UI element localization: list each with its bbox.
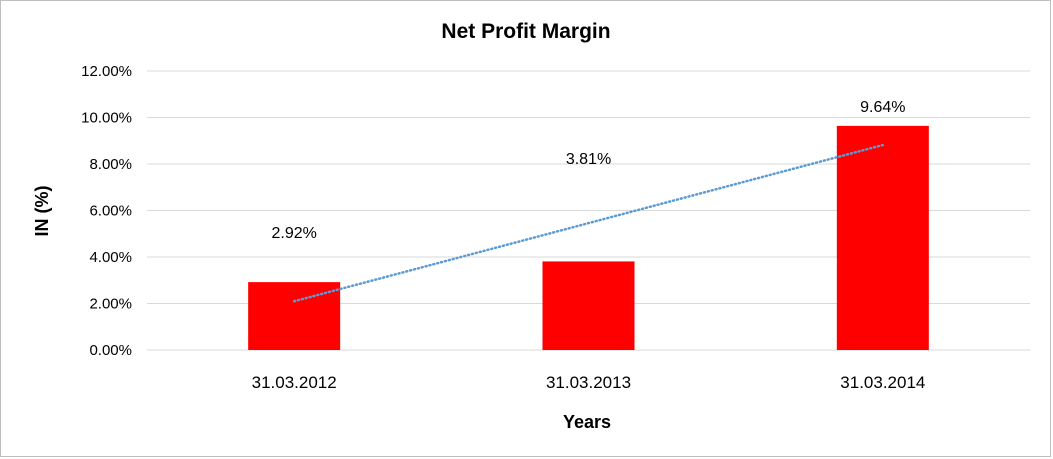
- x-tick-label: 31.03.2012: [252, 373, 337, 392]
- data-labels: 2.92% 3.81% 9.64%: [271, 99, 905, 242]
- data-label: 9.64%: [860, 99, 905, 116]
- y-tick-label: 6.00%: [89, 203, 132, 220]
- trendline-group: [292, 143, 885, 303]
- y-tick-label: 0.00%: [89, 342, 132, 359]
- trendline: [292, 143, 885, 303]
- chart-title: Net Profit Margin: [441, 20, 610, 43]
- bar: [836, 125, 929, 351]
- x-axis-title: Years: [563, 412, 611, 432]
- data-label: 2.92%: [271, 225, 316, 242]
- y-tick-label: 8.00%: [89, 156, 132, 173]
- y-tick-label: 12.00%: [81, 63, 132, 80]
- y-tick-label: 2.00%: [89, 296, 132, 313]
- y-tick-label: 4.00%: [89, 249, 132, 266]
- y-axis-ticks: 0.00% 2.00% 4.00% 6.00% 8.00% 10.00% 12.00%: [81, 63, 132, 359]
- x-tick-label: 31.03.2013: [546, 373, 631, 392]
- y-tick-label: 10.00%: [81, 110, 132, 127]
- data-label: 3.81%: [566, 151, 611, 168]
- bar: [542, 261, 635, 350]
- y-axis-title: IN (%): [32, 186, 52, 237]
- x-tick-label: 31.03.2014: [840, 373, 925, 392]
- x-axis-ticks: 31.03.2012 31.03.2013 31.03.2014: [252, 373, 926, 392]
